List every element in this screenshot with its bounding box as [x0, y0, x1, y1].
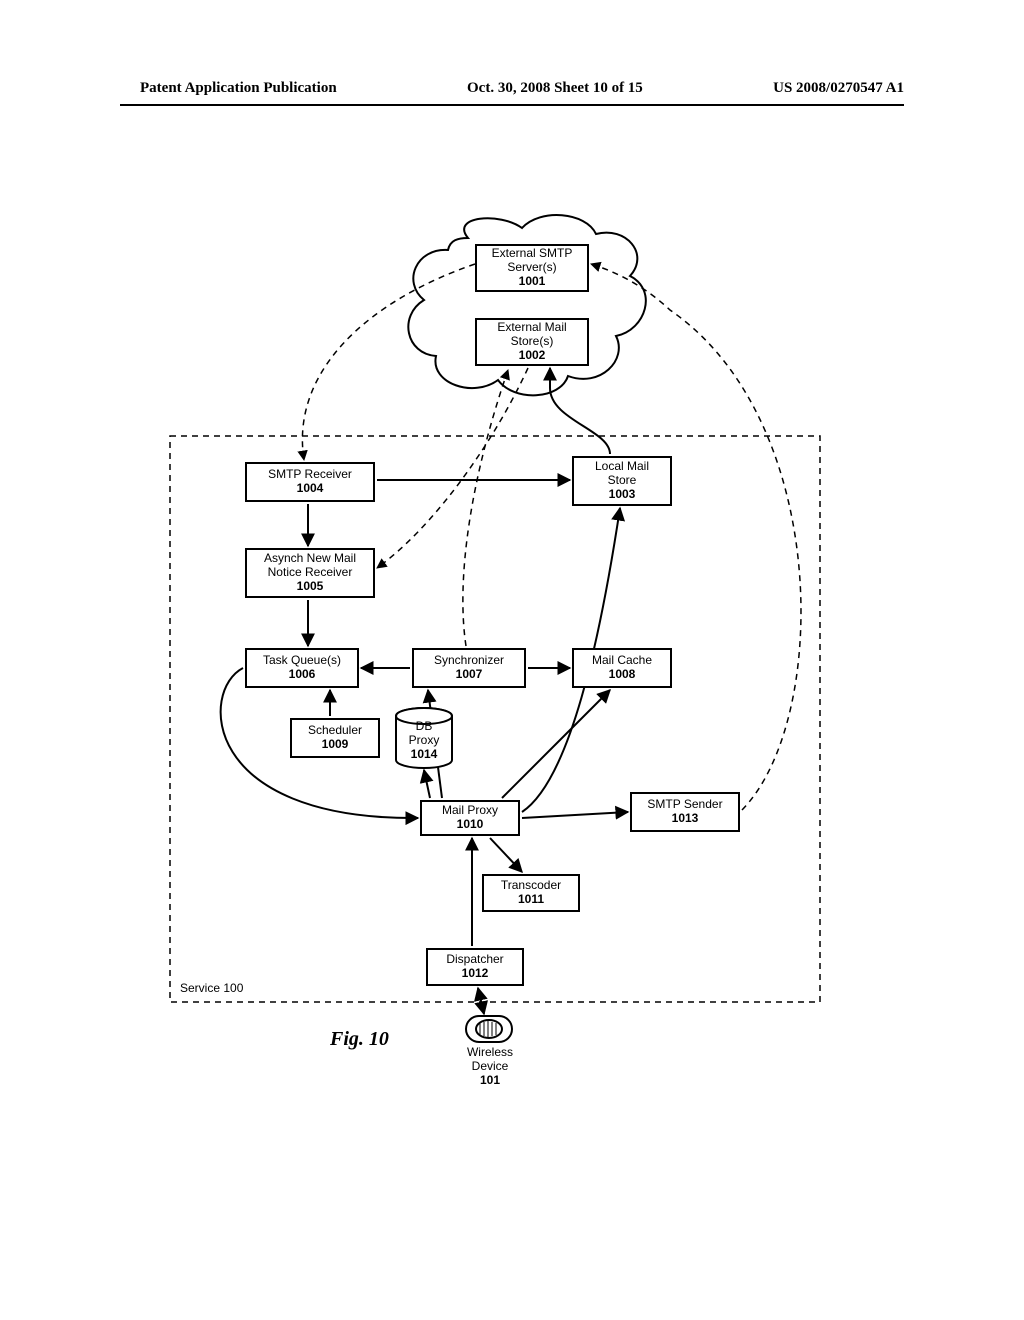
- text: 1010: [457, 818, 484, 832]
- text: Server(s): [507, 261, 556, 275]
- text: Transcoder: [501, 879, 561, 893]
- text: Service 100: [180, 981, 243, 995]
- text: Asynch New Mail: [264, 552, 356, 566]
- node-transcoder: Transcoder 1011: [482, 874, 580, 912]
- text: 1012: [462, 967, 489, 981]
- node-dispatcher: Dispatcher 1012: [426, 948, 524, 986]
- edge-dispatcher-wireless: [478, 988, 484, 1014]
- header-left: Patent Application Publication: [140, 80, 337, 97]
- text: 101: [462, 1074, 518, 1088]
- text: SMTP Receiver: [268, 468, 352, 482]
- diagram: External SMTP Server(s) 1001 External Ma…: [130, 220, 830, 1090]
- header-rule: [120, 104, 904, 106]
- text: External Mail: [497, 321, 566, 335]
- node-local-mail-store: Local Mail Store 1003: [572, 456, 672, 506]
- edge-proxy-smtpsend: [522, 812, 628, 818]
- wireless-device-icon: [466, 1016, 512, 1042]
- page-header: Patent Application Publication Oct. 30, …: [0, 80, 1024, 97]
- edge-proxy-transcoder: [490, 838, 522, 872]
- wireless-label: Wireless Device 101: [462, 1046, 518, 1087]
- service-boundary: [170, 436, 820, 1002]
- edge-smtpsend-extsmtp: [591, 264, 801, 810]
- text: Dispatcher: [446, 953, 503, 967]
- text: Synchronizer: [434, 654, 504, 668]
- edge-localstore-extstore: [550, 368, 610, 454]
- text: Local Mail: [595, 460, 649, 474]
- text: DB: [396, 720, 452, 734]
- node-smtp-receiver: SMTP Receiver 1004: [245, 462, 375, 502]
- text: 1003: [609, 488, 636, 502]
- edge-proxy-cache: [502, 690, 610, 798]
- text: Store: [608, 474, 637, 488]
- figure-caption: Fig. 10: [330, 1028, 389, 1051]
- node-external-mail-store: External Mail Store(s) 1002: [475, 318, 589, 366]
- page: Patent Application Publication Oct. 30, …: [0, 0, 1024, 1320]
- text: 1011: [518, 893, 544, 907]
- text: 1002: [519, 349, 546, 363]
- text: Mail Proxy: [442, 804, 498, 818]
- edge-sync-extstore: [463, 370, 508, 646]
- text: 1001: [519, 275, 546, 289]
- text: Device: [462, 1060, 518, 1074]
- text: 1006: [289, 668, 316, 682]
- edge-extstore-asynch: [377, 368, 528, 568]
- node-external-smtp: External SMTP Server(s) 1001: [475, 244, 589, 292]
- node-asynch-receiver: Asynch New Mail Notice Receiver 1005: [245, 548, 375, 598]
- text: External SMTP: [492, 247, 573, 261]
- header-right: US 2008/0270547 A1: [773, 80, 904, 97]
- edge-proxy-dbproxy: [424, 770, 430, 798]
- text: 1008: [609, 668, 636, 682]
- text: Scheduler: [308, 724, 362, 738]
- text: Wireless: [462, 1046, 518, 1060]
- text: 1005: [297, 580, 324, 594]
- node-db-proxy: DB Proxy 1014: [396, 720, 452, 761]
- text: Task Queue(s): [263, 654, 341, 668]
- header-center: Oct. 30, 2008 Sheet 10 of 15: [467, 80, 643, 97]
- text: Store(s): [511, 335, 554, 349]
- node-task-queue: Task Queue(s) 1006: [245, 648, 359, 688]
- text: 1007: [456, 668, 483, 682]
- text: Mail Cache: [592, 654, 652, 668]
- node-synchronizer: Synchronizer 1007: [412, 648, 526, 688]
- text: SMTP Sender: [647, 798, 722, 812]
- text: 1013: [672, 812, 699, 826]
- node-smtp-sender: SMTP Sender 1013: [630, 792, 740, 832]
- text: Notice Receiver: [268, 566, 353, 580]
- node-mail-cache: Mail Cache 1008: [572, 648, 672, 688]
- text: Proxy: [396, 734, 452, 748]
- node-scheduler: Scheduler 1009: [290, 718, 380, 758]
- text: 1004: [297, 482, 324, 496]
- edge-extsmtp-smtprecv: [302, 264, 475, 460]
- node-mail-proxy: Mail Proxy 1010: [420, 800, 520, 836]
- service-label: Service 100: [180, 982, 243, 996]
- text: 1014: [396, 748, 452, 762]
- text: 1009: [322, 738, 349, 752]
